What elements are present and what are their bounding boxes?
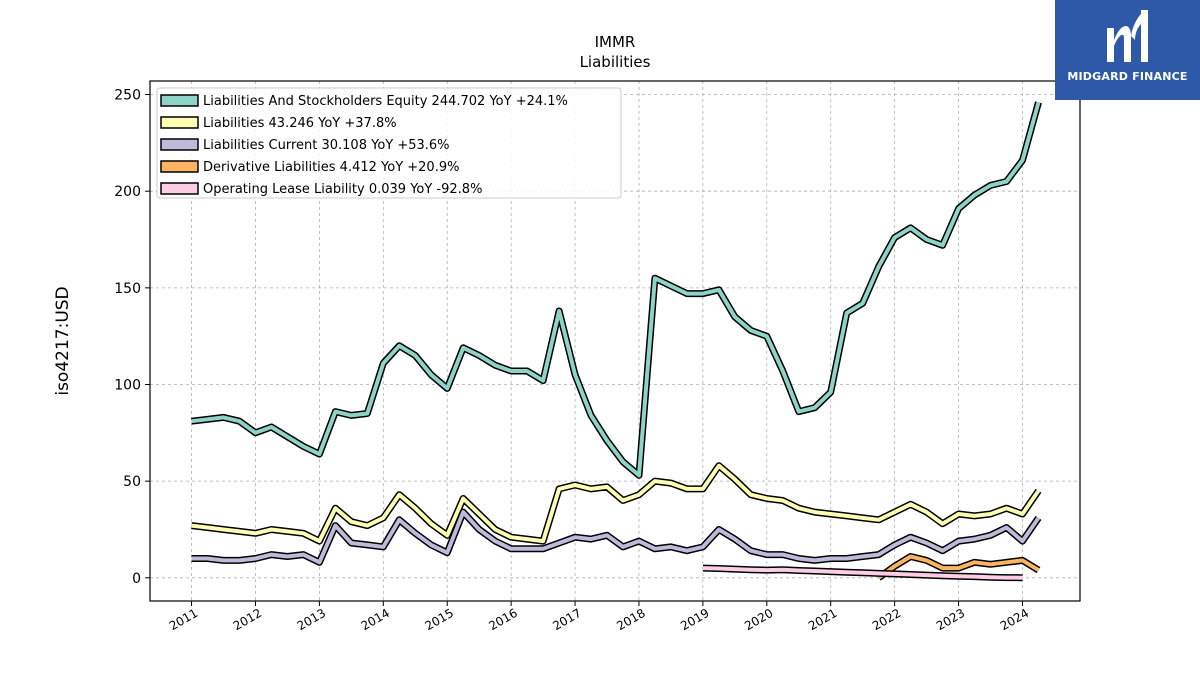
x-tick-label: 2015 bbox=[422, 606, 455, 633]
y-tick-label: 50 bbox=[123, 474, 141, 490]
x-tick-label: 2023 bbox=[934, 606, 967, 633]
series-liabilities bbox=[191, 462, 1042, 545]
x-tick-label: 2020 bbox=[742, 606, 775, 633]
series-line bbox=[191, 463, 1041, 544]
y-tick-label: 100 bbox=[114, 377, 141, 393]
midgard-logo-icon bbox=[1107, 10, 1148, 62]
legend: Liabilities And Stockholders Equity 244.… bbox=[156, 87, 622, 199]
y-tick-label: 200 bbox=[114, 184, 141, 200]
series-line bbox=[877, 554, 1040, 580]
legend-swatch bbox=[160, 160, 199, 173]
x-tick-label: 2013 bbox=[295, 606, 328, 633]
x-tick-label: 2022 bbox=[870, 606, 903, 633]
x-tick-label: 2024 bbox=[998, 606, 1031, 633]
chart-title: IMMR bbox=[595, 33, 636, 51]
legend-entry: Liabilities And Stockholders Equity 244.… bbox=[203, 94, 568, 109]
x-tick-label: 2016 bbox=[486, 606, 519, 633]
y-axis-label: iso4217:USD bbox=[53, 286, 73, 395]
y-tick-label: 0 bbox=[132, 571, 141, 587]
y-tick-label: 250 bbox=[114, 88, 141, 104]
legend-entry: Derivative Liabilities 4.412 YoY +20.9% bbox=[203, 160, 459, 175]
series-line bbox=[702, 566, 1023, 580]
legend-entry: Operating Lease Liability 0.039 YoY -92.… bbox=[203, 182, 482, 197]
series-liabilities-and-stockholders-equity bbox=[191, 101, 1042, 479]
legend-swatch bbox=[160, 138, 199, 151]
x-tick-label: 2017 bbox=[550, 606, 583, 633]
x-tick-label: 2018 bbox=[614, 606, 647, 633]
series-derivative-liabilities bbox=[876, 553, 1041, 581]
brand-badge: MIDGARD FINANCE bbox=[1055, 0, 1200, 100]
legend-swatch bbox=[160, 116, 199, 129]
legend-entry: Liabilities Current 30.108 YoY +53.6% bbox=[203, 138, 450, 153]
series-lines bbox=[191, 101, 1042, 582]
series-operating-lease-liability bbox=[702, 564, 1023, 582]
x-tick-label: 2012 bbox=[231, 606, 264, 633]
series-line bbox=[191, 510, 1041, 565]
legend-entry: Liabilities 43.246 YoY +37.8% bbox=[203, 116, 397, 131]
legend-swatch bbox=[160, 182, 199, 195]
legend-swatch bbox=[160, 94, 199, 107]
legend-box bbox=[156, 87, 622, 199]
brand-name: MIDGARD FINANCE bbox=[1067, 70, 1188, 83]
x-tick-label: 2014 bbox=[359, 606, 392, 633]
chart-subtitle: Liabilities bbox=[580, 53, 651, 71]
plot-frame bbox=[149, 80, 1081, 602]
x-tick-label: 2021 bbox=[806, 606, 839, 633]
series-liabilities-current bbox=[191, 508, 1042, 566]
y-tick-label: 150 bbox=[114, 281, 141, 297]
series-line bbox=[191, 101, 1041, 478]
x-tick-label: 2019 bbox=[678, 606, 711, 633]
x-tick-label: 2011 bbox=[167, 606, 200, 633]
